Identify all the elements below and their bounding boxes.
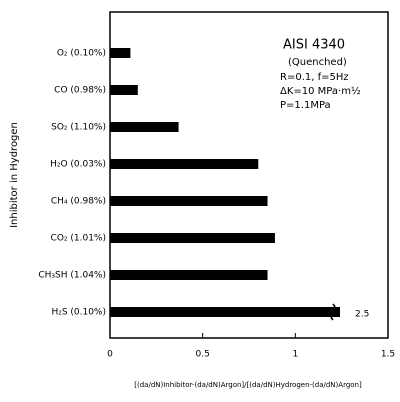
bar bbox=[110, 159, 259, 169]
bar bbox=[110, 85, 138, 95]
y-axis-label: Inhibitor in Hydrogen bbox=[9, 122, 20, 228]
y-tick-label: H₂O (0.03%) bbox=[50, 160, 106, 170]
y-tick-label: CH₄ (0.98%) bbox=[51, 197, 106, 207]
y-tick-label: SO₂ (1.10%) bbox=[51, 123, 106, 133]
y-tick-label: CH₃SH (1.04%) bbox=[38, 271, 106, 281]
x-axis-label: [(da/dN)Inhibitor-(da/dN)Argon]/[(da/dN)… bbox=[134, 381, 362, 389]
bar bbox=[110, 196, 268, 206]
axis-break bbox=[330, 303, 336, 321]
y-tick-label: H₂S (0.10%) bbox=[51, 308, 106, 318]
bar bbox=[110, 233, 275, 243]
bar bbox=[110, 122, 179, 132]
plot-frame bbox=[109, 11, 389, 339]
x-tick-label: 1.5 bbox=[381, 350, 395, 360]
annotation: P=1.1MPa bbox=[280, 100, 331, 111]
annotation: (Quenched) bbox=[288, 57, 347, 68]
bars bbox=[110, 48, 340, 317]
y-tick-label: O₂ (0.10%) bbox=[57, 49, 106, 59]
y-tick-label: CO (0.98%) bbox=[54, 86, 106, 96]
x-tick-label: 0 bbox=[107, 350, 113, 360]
annotation: 2.5 bbox=[355, 310, 369, 320]
y-tick-label: CO₂ (1.01%) bbox=[51, 234, 106, 244]
annotation: AISI 4340 bbox=[283, 38, 345, 53]
annotation: ΔK=10 MPa·m½ bbox=[280, 85, 361, 97]
x-tick-label: 0.5 bbox=[196, 350, 210, 360]
bar bbox=[110, 270, 268, 280]
x-tick-label: 1 bbox=[292, 350, 298, 360]
annotation: R=0.1, f=5Hz bbox=[280, 72, 349, 83]
bar bbox=[110, 48, 131, 58]
bar bbox=[110, 307, 340, 317]
